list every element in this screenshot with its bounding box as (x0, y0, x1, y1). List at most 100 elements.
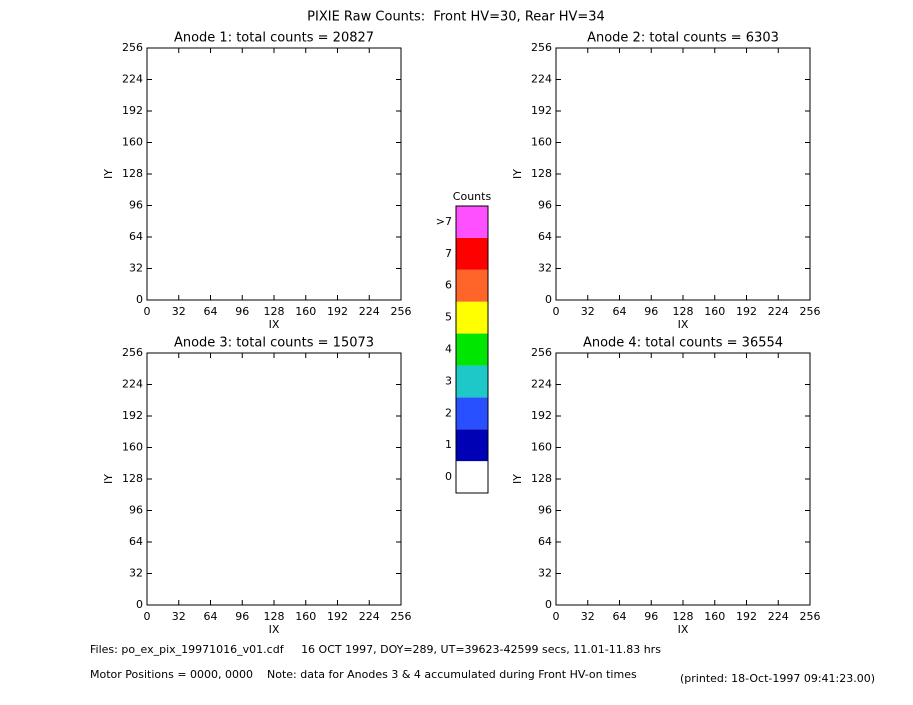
colorbar-swatch (456, 237, 488, 270)
colorbar-swatch (456, 301, 488, 334)
colorbar-label: 0 (445, 470, 452, 483)
x-tick-label: 0 (553, 610, 560, 623)
colorbar-swatch (456, 397, 488, 430)
x-tick-label: 96 (644, 610, 658, 623)
x-tick-label: 32 (172, 305, 186, 318)
x-tick-label: 64 (204, 305, 218, 318)
footer-files: Files: po_ex_pix_19971016_v01.cdf 16 OCT… (90, 643, 661, 656)
x-tick-label: 96 (235, 305, 249, 318)
colorbar-label: 5 (445, 311, 452, 324)
x-axis-label: IX (678, 318, 689, 331)
x-tick-label: 32 (581, 610, 595, 623)
panel-title: Anode 1: total counts = 20827 (174, 31, 374, 46)
y-tick-label: 160 (122, 136, 143, 149)
y-tick-label: 192 (122, 409, 143, 422)
x-tick-label: 160 (704, 305, 725, 318)
colorbar-label: 6 (445, 279, 452, 292)
colorbar-swatch (456, 461, 488, 493)
x-tick-label: 128 (264, 305, 285, 318)
colorbar-swatch (456, 333, 488, 366)
colorbar-label: 4 (445, 343, 452, 356)
x-tick-label: 128 (673, 610, 694, 623)
y-tick-label: 0 (136, 598, 143, 611)
colorbar-swatch (456, 429, 488, 462)
y-tick-label: 160 (531, 441, 552, 454)
x-tick-label: 64 (613, 610, 627, 623)
x-tick-label: 256 (391, 610, 412, 623)
y-tick-label: 128 (122, 167, 143, 180)
figure-title: PIXIE Raw Counts: Front HV=30, Rear HV=3… (307, 10, 605, 25)
y-axis-label: IY (102, 169, 115, 179)
plot-frame (146, 352, 402, 606)
y-tick-label: 64 (129, 230, 143, 243)
x-tick-label: 0 (553, 305, 560, 318)
y-tick-label: 0 (545, 598, 552, 611)
x-tick-label: 192 (736, 305, 757, 318)
y-tick-label: 224 (531, 378, 552, 391)
colorbar-swatch (456, 365, 488, 398)
x-tick-label: 160 (295, 610, 316, 623)
plot-frame (146, 47, 402, 301)
x-tick-label: 128 (673, 305, 694, 318)
x-tick-label: 32 (172, 610, 186, 623)
y-tick-label: 32 (129, 262, 143, 275)
plot-frame (555, 352, 811, 606)
x-tick-label: 256 (800, 610, 821, 623)
y-tick-label: 256 (122, 346, 143, 359)
y-tick-label: 224 (531, 73, 552, 86)
x-axis-label: IX (678, 623, 689, 636)
y-tick-label: 64 (538, 230, 552, 243)
y-tick-label: 32 (129, 567, 143, 580)
colorbar-title: Counts (453, 190, 492, 203)
y-tick-label: 128 (531, 167, 552, 180)
y-tick-label: 128 (531, 472, 552, 485)
y-axis-label: IY (511, 169, 524, 179)
y-tick-label: 224 (122, 73, 143, 86)
y-tick-label: 128 (122, 472, 143, 485)
colorbar-label: 2 (445, 406, 452, 419)
x-tick-label: 64 (613, 305, 627, 318)
y-tick-label: 192 (531, 104, 552, 117)
y-tick-label: 0 (136, 293, 143, 306)
colorbar-label: 7 (445, 247, 452, 260)
x-tick-label: 160 (295, 305, 316, 318)
x-tick-label: 96 (235, 610, 249, 623)
y-axis-label: IY (511, 474, 524, 484)
footer-motor: Motor Positions = 0000, 0000 Note: data … (90, 668, 637, 681)
y-tick-label: 96 (538, 199, 552, 212)
y-tick-label: 256 (531, 346, 552, 359)
plot-frame (555, 47, 811, 301)
y-tick-label: 192 (122, 104, 143, 117)
y-tick-label: 32 (538, 262, 552, 275)
x-tick-label: 192 (327, 305, 348, 318)
x-tick-label: 0 (144, 610, 151, 623)
footer-printed: (printed: 18-Oct-1997 09:41:23.00) (680, 672, 875, 685)
y-tick-label: 192 (531, 409, 552, 422)
y-tick-label: 96 (538, 504, 552, 517)
y-tick-label: 224 (122, 378, 143, 391)
y-tick-label: 64 (538, 535, 552, 548)
colorbar-frame (455, 205, 489, 494)
x-tick-label: 128 (264, 610, 285, 623)
colorbar-label: >7 (436, 215, 452, 228)
panel-title: Anode 3: total counts = 15073 (174, 336, 374, 351)
y-tick-label: 96 (129, 504, 143, 517)
x-tick-label: 192 (327, 610, 348, 623)
y-tick-label: 160 (122, 441, 143, 454)
x-tick-label: 224 (359, 610, 380, 623)
y-tick-label: 0 (545, 293, 552, 306)
x-tick-label: 192 (736, 610, 757, 623)
colorbar-label: 1 (445, 438, 452, 451)
x-tick-label: 256 (391, 305, 412, 318)
y-axis-label: IY (102, 474, 115, 484)
panel-title: Anode 2: total counts = 6303 (587, 31, 779, 46)
colorbar-swatch (456, 269, 488, 302)
x-tick-label: 160 (704, 610, 725, 623)
x-tick-label: 256 (800, 305, 821, 318)
colorbar-label: 3 (445, 374, 452, 387)
panel-title: Anode 4: total counts = 36554 (583, 336, 783, 351)
x-tick-label: 32 (581, 305, 595, 318)
x-tick-label: 64 (204, 610, 218, 623)
x-tick-label: 96 (644, 305, 658, 318)
